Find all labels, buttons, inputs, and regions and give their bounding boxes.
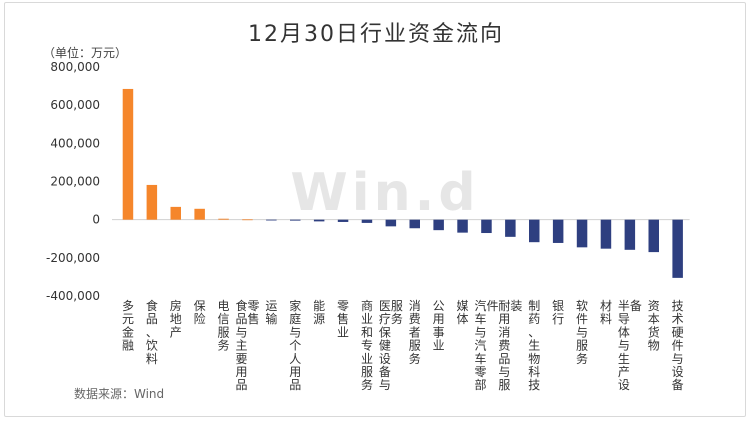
bar [290,219,301,221]
category-label: 家庭与个人用品 [289,298,301,392]
bar [122,88,134,220]
category-label: 运输 [265,299,277,326]
category-label: 电信服务 [218,299,230,353]
bar [266,219,277,221]
y-tick-label: -400,000 [46,289,100,303]
bar [624,219,636,250]
bar [242,219,253,221]
bar [457,219,468,233]
category-label: 制药、生物科技 [528,299,540,392]
chart-title: 12月30日行业资金流向 [248,22,504,47]
y-tick-label: 0 [92,213,100,227]
y-tick-label: -200,000 [46,251,100,265]
category-label: 保险 [194,299,206,326]
bar [552,219,564,243]
bar [170,206,181,220]
category-label: 食品、饮料 [146,298,158,366]
category-label: 软件与服务 [576,299,588,366]
category-labels: 多元金融食品、饮料房地产保险电信服务食品与主要用品零售运输家庭与个人用品能源零售… [122,298,684,392]
category-label: 汽车与汽车零部件 [474,298,498,392]
bar [337,219,349,222]
source-label: 数据来源：Wind [74,387,165,401]
bar [576,219,588,248]
unit-label: （单位：万元） [43,46,128,60]
category-label: 多元金融 [122,299,134,353]
bar [672,219,683,278]
bar [146,184,158,220]
category-label: 公用事业 [433,299,445,353]
category-label: 材料 [600,299,612,326]
bar [648,219,659,253]
category-label: 半导体与生产设备 [618,299,642,392]
bar [529,219,540,243]
category-label: 耐用消费品与服装 [498,299,522,392]
bar [600,219,612,249]
y-tick-label: 400,000 [50,136,100,150]
y-tick-label: 800,000 [50,60,100,74]
category-label: 消费者服务 [409,299,421,366]
bar [481,219,492,234]
category-label: 房地产 [170,298,182,339]
category-label: 银行 [552,299,564,326]
bar [433,219,444,231]
bar [385,219,397,227]
y-tick-label: 200,000 [50,175,100,189]
category-label: 技术硬件与设备 [672,299,684,392]
bar [505,219,516,237]
y-axis: 800,000 600,000 400,000 200,000 0 -200,000 -40… [46,60,690,303]
bar [218,218,229,220]
category-label: 媒体 [457,299,469,326]
bar [361,219,373,223]
category-label: 资本货物 [648,299,660,353]
chart-border [4,2,746,417]
bars [122,88,683,278]
category-label: 商业和专业服务 [361,298,373,392]
bar [194,208,205,220]
watermark: Win.d [290,163,479,223]
bar [409,219,420,229]
category-label: 医疗保健设备与服务 [379,299,403,392]
category-label: 零售业 [337,299,349,339]
y-tick-label: 600,000 [50,98,100,112]
category-label: 食品与主要用品零售 [235,298,259,392]
category-label: 能源 [313,299,325,326]
bar [313,219,325,222]
